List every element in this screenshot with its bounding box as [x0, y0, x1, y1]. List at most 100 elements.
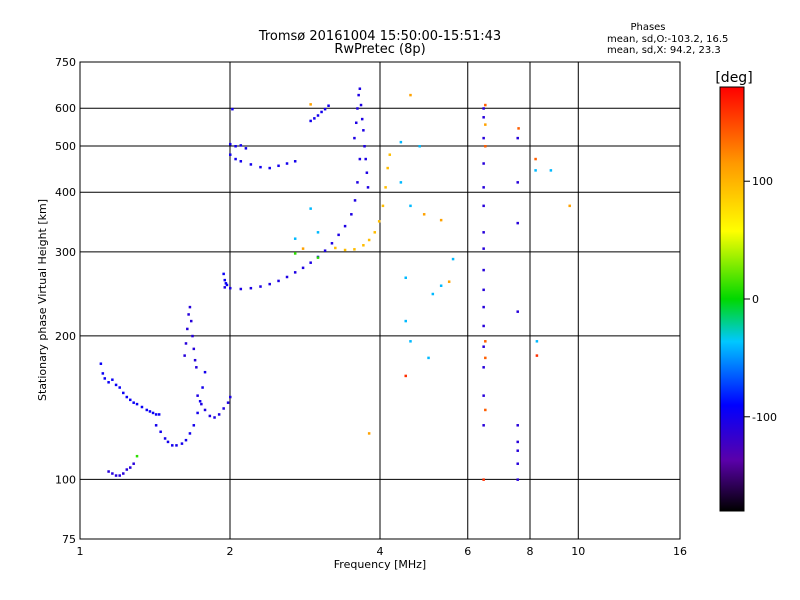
- data-point: [166, 440, 170, 444]
- colorbar-tick-label: -100: [752, 411, 777, 424]
- data-point: [482, 424, 485, 427]
- data-point: [222, 272, 225, 276]
- x-tick-labels: 1 2 4 6 8 10 16: [77, 545, 688, 558]
- data-point: [196, 394, 199, 397]
- data-point: [365, 171, 369, 174]
- data-point: [482, 345, 485, 348]
- data-point: [516, 310, 519, 313]
- data-point: [323, 249, 327, 252]
- data-point: [330, 242, 334, 245]
- data-point: [409, 204, 412, 208]
- y-tick-labels: 75 100 200 300 400 500 600 750: [55, 56, 76, 546]
- data-point: [107, 470, 110, 473]
- data-point: [193, 358, 197, 362]
- data-point: [309, 119, 312, 123]
- data-point: [482, 394, 485, 397]
- phase-legend: Phases mean, sd,O:-103.2, 16.5 mean, sd,…: [607, 22, 728, 56]
- data-point: [399, 140, 403, 144]
- data-point: [195, 366, 198, 369]
- data-point: [309, 207, 312, 210]
- data-point: [277, 279, 280, 283]
- data-point: [249, 286, 253, 290]
- data-point: [366, 186, 370, 189]
- data-point: [285, 162, 289, 165]
- data-point: [268, 166, 271, 170]
- data-point: [229, 153, 232, 156]
- data-point: [482, 268, 485, 272]
- data-point: [482, 478, 485, 481]
- data-point: [386, 166, 389, 170]
- data-point: [354, 121, 358, 125]
- data-point: [184, 438, 188, 442]
- legend-line-x: mean, sd,X: 94.2, 23.3: [607, 45, 721, 56]
- data-point: [244, 147, 248, 150]
- data-point: [111, 378, 114, 381]
- data-point: [364, 157, 367, 161]
- x-tick-label: 6: [464, 545, 471, 558]
- data-point: [191, 334, 194, 338]
- data-point: [223, 278, 227, 282]
- data-point: [367, 238, 371, 242]
- data-point: [362, 244, 365, 247]
- data-point: [482, 186, 485, 189]
- data-point: [231, 107, 234, 111]
- data-point: [367, 432, 371, 435]
- data-point: [217, 413, 221, 416]
- y-tick-label: 400: [55, 186, 76, 199]
- data-point: [482, 116, 485, 119]
- data-point: [293, 271, 297, 274]
- data-point: [418, 144, 421, 148]
- legend-title: Phases: [630, 22, 665, 33]
- data-point: [535, 340, 539, 343]
- data-point: [323, 107, 327, 111]
- data-point: [259, 285, 262, 288]
- data-point: [484, 340, 487, 343]
- colorbar-ticks: 100 0 -100: [744, 175, 777, 424]
- data-point: [222, 407, 225, 410]
- data-point: [334, 246, 337, 250]
- data-point: [353, 248, 356, 251]
- y-tick-label: 300: [55, 246, 76, 259]
- data-point: [362, 129, 365, 132]
- data-point: [482, 324, 485, 328]
- data-point: [180, 442, 184, 445]
- data-point: [409, 340, 412, 343]
- data-point: [316, 256, 320, 259]
- data-point: [159, 430, 162, 434]
- data-point: [320, 110, 323, 114]
- data-point: [381, 204, 385, 208]
- colorbar-tick-label: 100: [752, 175, 773, 188]
- data-point: [482, 305, 485, 309]
- data-point: [132, 462, 135, 465]
- grid-lines: [80, 62, 680, 539]
- data-point: [316, 114, 320, 117]
- data-point: [343, 248, 347, 252]
- data-point: [293, 252, 297, 255]
- data-point: [484, 356, 487, 360]
- data-point: [184, 342, 188, 345]
- data-point: [439, 284, 443, 287]
- data-point: [447, 280, 451, 283]
- data-point: [200, 402, 203, 406]
- x-axis-label: Frequency [MHz]: [334, 558, 426, 571]
- data-point: [157, 413, 161, 416]
- data-point: [229, 395, 232, 399]
- data-point: [259, 165, 262, 169]
- data-point: [377, 220, 381, 223]
- data-point: [293, 237, 297, 240]
- x-tick-label: 1: [77, 545, 84, 558]
- data-point: [132, 401, 135, 404]
- data-point: [226, 401, 230, 404]
- colorbar-label: [deg]: [715, 70, 752, 86]
- y-tick-label: 75: [62, 533, 76, 546]
- data-point: [516, 462, 519, 465]
- data-point: [129, 466, 132, 469]
- data-point: [171, 444, 174, 447]
- data-point: [101, 372, 105, 375]
- data-point: [122, 391, 125, 395]
- x-tick-label: 8: [527, 545, 534, 558]
- data-point: [482, 136, 485, 140]
- data-point: [309, 261, 312, 264]
- data-point: [186, 327, 189, 331]
- data-point: [431, 292, 435, 296]
